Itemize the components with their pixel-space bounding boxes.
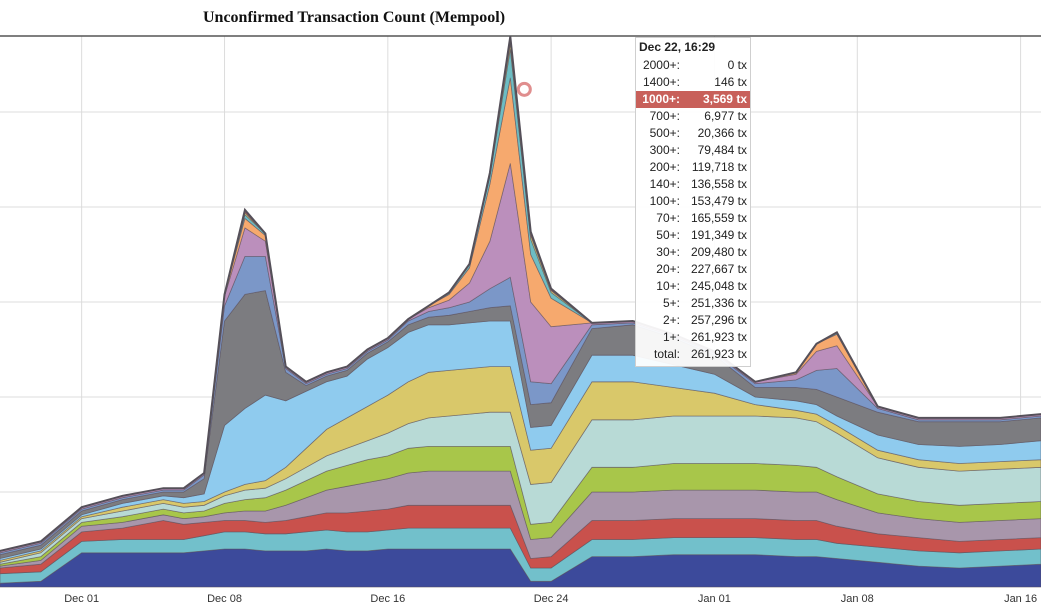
tooltip-row-label: 500+: — [649, 126, 680, 140]
tooltip-row-label: 2000+: — [642, 58, 680, 72]
tooltip-row-value: 146 tx — [714, 75, 747, 89]
tooltip-row-label: 2+: — [662, 313, 680, 327]
tooltip-row-label: 100+: — [649, 194, 680, 208]
tooltip-row-value: 3,569 tx — [702, 92, 747, 106]
x-axis-ticks: Dec 01 Dec 08 Dec 16 Dec 24 Jan 01 Jan 08 Jan … — [64, 593, 1037, 605]
hover-tooltip: Dec 22, 16:29 2000+: 0 tx 1400+: 146 tx 1000… — [635, 37, 751, 367]
tooltip-row-value: 165,559 tx — [690, 211, 747, 225]
tooltip-row-value: 6,977 tx — [704, 109, 747, 123]
chart-title: Unconfirmed Transaction Count (Mempool) — [203, 9, 506, 26]
tooltip-row-label: 300+: — [649, 143, 680, 157]
tooltip-row: 70+: 165,559 tx — [636, 210, 750, 227]
tooltip-row-label: total: — [653, 347, 680, 361]
tooltip-row-label: 140+: — [649, 177, 680, 191]
tooltip-row-label: 5+: — [662, 296, 680, 310]
tooltip-row-value: 153,479 tx — [690, 194, 747, 208]
tooltip-row-value: 245,048 tx — [690, 279, 747, 293]
tooltip-row-label: 10+: — [656, 279, 680, 293]
tooltip-row-value: 209,480 tx — [690, 245, 747, 259]
tooltip-row-value: 257,296 tx — [690, 313, 747, 327]
tooltip-row-label: 200+: — [649, 160, 680, 174]
tooltip-row: 500+: 20,366 tx — [636, 125, 750, 142]
tooltip-row-value: 0 tx — [727, 58, 747, 72]
tooltip-row: 100+: 153,479 tx — [636, 193, 750, 210]
x-tick-label: Dec 16 — [370, 593, 405, 605]
tooltip-row-value: 20,366 tx — [697, 126, 747, 140]
tooltip-row-value: 136,558 tx — [690, 177, 747, 191]
stacked-areas[interactable] — [0, 36, 1041, 588]
tooltip-row-label: 50+: — [656, 228, 680, 242]
tooltip-row: 1000+: 3,569 tx — [636, 91, 750, 108]
tooltip-row-label: 1000+: — [642, 92, 680, 106]
tooltip-row: 1+: 261,923 tx — [636, 329, 750, 346]
tooltip-row-label: 30+: — [656, 245, 680, 259]
total-outline — [0, 36, 1041, 552]
tooltip-row: 50+: 191,349 tx — [636, 227, 750, 244]
x-tick-label: Dec 01 — [64, 593, 99, 605]
tooltip-row-value: 261,923 tx — [690, 330, 747, 344]
tooltip-date: Dec 22, 16:29 — [639, 40, 716, 54]
tooltip-row-label: 1+: — [662, 330, 680, 344]
tooltip-row-label: 1400+: — [642, 75, 680, 89]
tooltip-row-label: 20+: — [656, 262, 680, 276]
tooltip-row: 2+: 257,296 tx — [636, 312, 750, 329]
x-tick-label: Jan 08 — [841, 593, 874, 605]
tooltip-row-value: 261,923 tx — [690, 347, 747, 361]
x-tick-label: Jan 16 — [1004, 593, 1037, 605]
x-tick-label: Dec 24 — [534, 593, 569, 605]
x-tick-label: Dec 08 — [207, 593, 242, 605]
tooltip-row-value: 119,718 tx — [691, 160, 747, 174]
tooltip-row: 200+: 119,718 tx — [636, 159, 750, 176]
tooltip-row: 700+: 6,977 tx — [636, 108, 750, 125]
tooltip-row-value: 191,349 tx — [690, 228, 747, 242]
tooltip-row: 5+: 251,336 tx — [636, 295, 750, 312]
tooltip-row: 2000+: 0 tx — [636, 57, 750, 74]
tooltip-row: 20+: 227,667 tx — [636, 261, 750, 278]
hover-marker — [516, 81, 532, 97]
tooltip-row: 140+: 136,558 tx — [636, 176, 750, 193]
x-tick-label: Jan 01 — [698, 593, 731, 605]
tooltip-row-value: 79,484 tx — [697, 143, 747, 157]
tooltip-row: 1400+: 146 tx — [636, 74, 750, 91]
tooltip-rows: 2000+: 0 tx 1400+: 146 tx 1000+: 3,569 tx 700+… — [636, 57, 750, 363]
tooltip-row: 10+: 245,048 tx — [636, 278, 750, 295]
tooltip-row: 300+: 79,484 tx — [636, 142, 750, 159]
tooltip-row-label: 700+: — [649, 109, 680, 123]
tooltip-row: 30+: 209,480 tx — [636, 244, 750, 261]
tooltip-row-value: 227,667 tx — [690, 262, 747, 276]
tooltip-row-label: 70+: — [656, 211, 680, 225]
tooltip-row: total: 261,923 tx — [636, 346, 750, 363]
tooltip-row-value: 251,336 tx — [690, 296, 747, 310]
hover-marker-circle — [516, 81, 532, 97]
